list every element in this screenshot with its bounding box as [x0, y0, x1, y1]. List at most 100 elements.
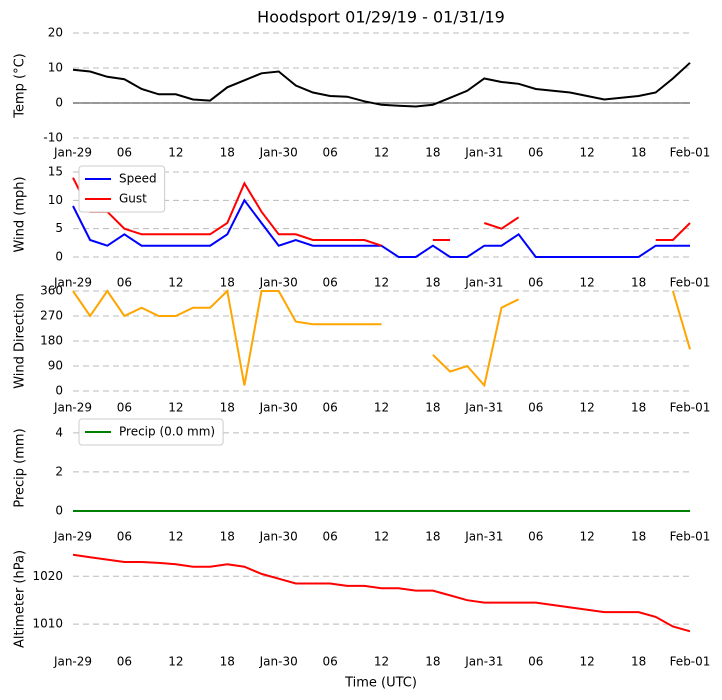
- x-tick-label: 18: [631, 146, 646, 160]
- series-line: [72, 553, 691, 633]
- x-tick-label: 18: [220, 146, 235, 160]
- series-line: [72, 177, 691, 247]
- y-tick-label: 0: [55, 504, 63, 518]
- x-tick-label: 12: [580, 276, 595, 290]
- x-tick-label: 18: [425, 401, 440, 415]
- y-axis-label: Wind Direction: [13, 293, 28, 389]
- x-tick-label: 06: [528, 655, 543, 669]
- x-tick-label: 06: [528, 146, 543, 160]
- series-line: [72, 62, 691, 108]
- x-tick-label: Feb-01: [670, 146, 711, 160]
- y-tick-label: 15: [48, 165, 63, 179]
- x-tick-label: Jan-31: [464, 655, 503, 669]
- legend-label: Precip (0.0 mm): [119, 425, 215, 439]
- x-tick-label: 12: [580, 146, 595, 160]
- x-tick-label: 12: [168, 276, 183, 290]
- y-tick-label: 90: [48, 359, 63, 373]
- x-tick-label: 18: [425, 276, 440, 290]
- x-tick-label: Jan-30: [259, 146, 298, 160]
- y-tick-label: 0: [55, 384, 63, 398]
- y-tick-label: 270: [40, 309, 63, 323]
- y-axis-label: Altimeter (hPa): [13, 550, 28, 648]
- y-tick-label: 0: [55, 250, 63, 264]
- x-tick-label: Feb-01: [670, 530, 711, 544]
- x-tick-label: 12: [580, 401, 595, 415]
- x-tick-label: 18: [631, 276, 646, 290]
- x-tick-label: Jan-31: [464, 530, 503, 544]
- x-tick-label: Jan-29: [53, 401, 92, 415]
- x-tick-label: 18: [220, 530, 235, 544]
- x-tick-label: 12: [168, 530, 183, 544]
- x-tick-label: 12: [374, 401, 389, 415]
- x-tick-label: 06: [528, 530, 543, 544]
- x-tick-label: 18: [220, 655, 235, 669]
- x-tick-label: 12: [168, 146, 183, 160]
- x-tick-label: 06: [117, 146, 132, 160]
- x-tick-label: 18: [631, 401, 646, 415]
- x-tick-label: 06: [117, 276, 132, 290]
- x-tick-label: 12: [168, 655, 183, 669]
- y-axis-label: Precip (mm): [13, 428, 28, 507]
- x-tick-label: Jan-29: [53, 655, 92, 669]
- x-tick-label: 18: [631, 530, 646, 544]
- y-tick-label: -10: [43, 131, 63, 145]
- x-tick-label: Jan-31: [464, 146, 503, 160]
- x-tick-label: 06: [117, 530, 132, 544]
- y-tick-label: 180: [40, 334, 63, 348]
- x-tick-label: 18: [425, 146, 440, 160]
- x-tick-label: 12: [374, 655, 389, 669]
- x-tick-label: 06: [117, 401, 132, 415]
- y-tick-label: 5: [55, 221, 63, 235]
- y-axis-label: Wind (mph): [13, 176, 28, 252]
- x-tick-label: 06: [322, 530, 337, 544]
- x-tick-label: 06: [322, 401, 337, 415]
- y-tick-label: 20: [48, 26, 63, 40]
- x-tick-label: Jan-30: [259, 655, 298, 669]
- x-tick-label: 06: [322, 146, 337, 160]
- x-tick-label: Feb-01: [670, 401, 711, 415]
- y-tick-label: 0: [55, 96, 63, 110]
- y-tick-label: 10: [48, 193, 63, 207]
- y-tick-label: 10: [48, 61, 63, 75]
- x-tick-label: 12: [168, 401, 183, 415]
- x-tick-label: Jan-30: [259, 276, 298, 290]
- legend-label: Gust: [119, 192, 147, 206]
- legend-label: Speed: [119, 172, 157, 186]
- x-tick-label: Jan-30: [259, 401, 298, 415]
- x-tick-label: 06: [322, 276, 337, 290]
- y-tick-label: 360: [40, 284, 63, 298]
- x-tick-label: Jan-31: [464, 401, 503, 415]
- x-tick-label: 06: [117, 655, 132, 669]
- y-tick-label: 4: [55, 425, 63, 439]
- legend-box: [78, 165, 166, 213]
- x-tick-label: 18: [220, 276, 235, 290]
- x-tick-label: 06: [528, 401, 543, 415]
- y-tick-label: 1020: [32, 569, 63, 583]
- x-tick-label: Jan-31: [464, 276, 503, 290]
- x-tick-label: Feb-01: [670, 276, 711, 290]
- x-tick-label: Jan-29: [53, 146, 92, 160]
- x-tick-label: 18: [631, 655, 646, 669]
- x-tick-label: Jan-29: [53, 276, 92, 290]
- y-axis-label: Temp (°C): [13, 53, 28, 119]
- x-tick-label: Jan-29: [53, 530, 92, 544]
- x-axis-label: Time (UTC): [344, 676, 417, 691]
- x-tick-label: 18: [425, 655, 440, 669]
- series-line: [72, 288, 691, 388]
- x-tick-label: 12: [374, 276, 389, 290]
- chart-title: Hoodsport 01/29/19 - 01/31/19: [257, 8, 505, 27]
- x-tick-label: 18: [425, 530, 440, 544]
- x-tick-label: 12: [374, 530, 389, 544]
- x-tick-label: Jan-30: [259, 530, 298, 544]
- x-tick-label: 06: [322, 655, 337, 669]
- x-tick-label: 06: [528, 276, 543, 290]
- x-tick-label: 18: [220, 401, 235, 415]
- y-tick-label: 1010: [32, 617, 63, 631]
- x-tick-label: 12: [580, 655, 595, 669]
- x-tick-label: 12: [580, 530, 595, 544]
- x-tick-label: Feb-01: [670, 655, 711, 669]
- x-tick-label: 12: [374, 146, 389, 160]
- y-tick-label: 2: [55, 464, 63, 478]
- legend-box: [78, 418, 224, 446]
